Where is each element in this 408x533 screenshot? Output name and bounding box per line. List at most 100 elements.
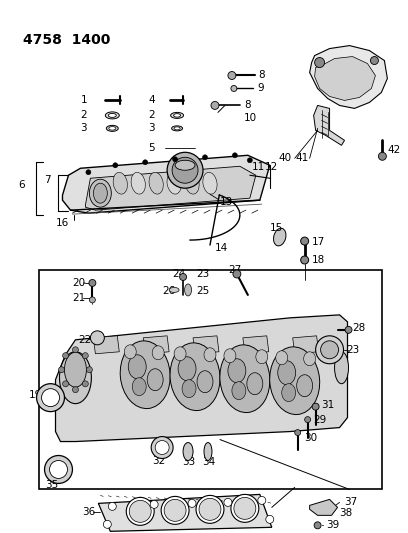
Ellipse shape (105, 112, 119, 119)
Bar (39, 270, 382, 489)
Circle shape (312, 403, 319, 410)
Ellipse shape (256, 350, 268, 364)
Ellipse shape (204, 442, 212, 461)
Circle shape (49, 461, 67, 479)
Ellipse shape (89, 179, 111, 207)
Polygon shape (310, 499, 337, 515)
Text: 41: 41 (296, 154, 309, 163)
Ellipse shape (106, 125, 118, 131)
Text: 36: 36 (82, 507, 95, 518)
Circle shape (301, 237, 308, 245)
Ellipse shape (174, 347, 186, 361)
Text: 34: 34 (202, 457, 215, 467)
Text: 38: 38 (339, 508, 353, 519)
Ellipse shape (232, 382, 246, 400)
Text: 29: 29 (314, 415, 327, 425)
Ellipse shape (175, 160, 195, 170)
Ellipse shape (171, 112, 184, 118)
Text: 9: 9 (258, 84, 264, 93)
Polygon shape (62, 155, 270, 213)
Circle shape (258, 496, 266, 504)
Text: 14: 14 (215, 243, 228, 253)
Circle shape (295, 430, 301, 435)
Circle shape (86, 169, 91, 175)
Circle shape (82, 381, 88, 387)
Ellipse shape (109, 114, 116, 117)
Polygon shape (85, 166, 256, 210)
Circle shape (82, 353, 88, 359)
Circle shape (73, 347, 78, 353)
Circle shape (196, 495, 224, 523)
Ellipse shape (132, 378, 146, 395)
Circle shape (103, 520, 111, 528)
Ellipse shape (174, 127, 180, 130)
Circle shape (113, 163, 118, 168)
Circle shape (173, 157, 177, 162)
Circle shape (42, 389, 60, 407)
Circle shape (161, 496, 189, 524)
Circle shape (266, 515, 274, 523)
Circle shape (73, 386, 78, 393)
Text: 40: 40 (279, 154, 292, 163)
Text: 21: 21 (73, 293, 86, 303)
Text: 26: 26 (162, 286, 175, 296)
Ellipse shape (131, 172, 145, 194)
Circle shape (37, 384, 64, 411)
Circle shape (315, 58, 325, 68)
Ellipse shape (152, 346, 164, 360)
Text: 12: 12 (265, 162, 278, 172)
Circle shape (86, 367, 92, 373)
Circle shape (129, 500, 151, 522)
Text: 18: 18 (312, 255, 325, 265)
Circle shape (150, 500, 158, 508)
Circle shape (58, 367, 64, 373)
Circle shape (211, 101, 219, 109)
Circle shape (247, 158, 252, 163)
Text: 20: 20 (73, 278, 86, 288)
Text: 37: 37 (344, 497, 358, 507)
Circle shape (234, 497, 256, 519)
Circle shape (316, 336, 344, 364)
Text: 8: 8 (244, 100, 251, 110)
Circle shape (89, 297, 95, 303)
Text: 5: 5 (148, 143, 155, 154)
Circle shape (180, 273, 186, 280)
Text: 1: 1 (80, 95, 87, 106)
Circle shape (378, 152, 386, 160)
Ellipse shape (228, 359, 246, 383)
Ellipse shape (93, 183, 107, 203)
Circle shape (301, 256, 308, 264)
Ellipse shape (120, 341, 170, 409)
Polygon shape (243, 336, 269, 354)
Text: 13: 13 (220, 197, 233, 207)
Circle shape (314, 522, 321, 529)
Text: 15: 15 (270, 223, 283, 233)
Text: 31: 31 (322, 400, 335, 410)
Text: 30: 30 (304, 433, 317, 442)
Ellipse shape (167, 172, 181, 194)
Text: 3: 3 (80, 123, 87, 133)
Circle shape (109, 503, 116, 511)
Ellipse shape (109, 127, 116, 130)
Circle shape (164, 499, 186, 521)
Text: 23: 23 (346, 345, 360, 355)
Ellipse shape (304, 352, 316, 366)
Text: 32: 32 (152, 456, 165, 466)
Polygon shape (143, 336, 169, 354)
Ellipse shape (276, 351, 288, 365)
Circle shape (305, 417, 310, 423)
Circle shape (231, 85, 237, 92)
Circle shape (62, 381, 69, 387)
Circle shape (91, 331, 104, 345)
Ellipse shape (197, 371, 213, 393)
Text: 24: 24 (172, 269, 185, 279)
Circle shape (126, 497, 154, 526)
Ellipse shape (203, 172, 217, 194)
Text: 16: 16 (55, 218, 69, 228)
Text: 23: 23 (196, 269, 209, 279)
Text: 6: 6 (19, 180, 25, 190)
Ellipse shape (124, 345, 136, 359)
Ellipse shape (183, 442, 193, 461)
Circle shape (233, 153, 237, 158)
Ellipse shape (172, 126, 182, 131)
